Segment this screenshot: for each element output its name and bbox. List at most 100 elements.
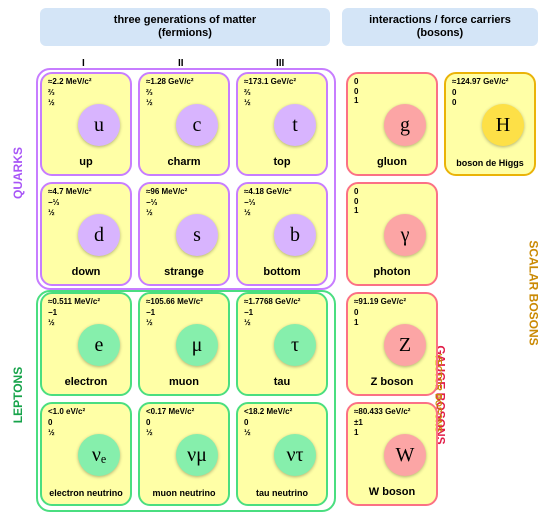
cell-photon: 0 0 1 γ photon xyxy=(346,182,438,286)
symbol: e xyxy=(95,334,104,357)
header-bosons-l1: interactions / force carriers xyxy=(342,14,538,27)
particle-name: strange xyxy=(140,266,228,278)
mass: ≈4.18 GeV/c² xyxy=(244,187,292,196)
particle-name: tau neutrino xyxy=(238,488,326,498)
symbol-circle: νμ xyxy=(176,434,218,476)
cell-strange: ≈96 MeV/c² −⅓ ½ s strange xyxy=(138,182,230,286)
mass: ≈105.66 MeV/c² xyxy=(146,297,203,306)
symbol-circle: ντ xyxy=(274,434,316,476)
spin: ½ xyxy=(244,428,251,437)
symbol: g xyxy=(400,114,410,137)
particle-name: Z boson xyxy=(348,376,436,388)
symbol-circle: e xyxy=(78,324,120,366)
cell-top: ≈173.1 GeV/c² ⅔ ½ t top xyxy=(236,72,328,176)
particle-name: photon xyxy=(348,266,436,278)
spin: ½ xyxy=(48,208,55,217)
particle-name: muon neutrino xyxy=(140,488,228,498)
particle-name: charm xyxy=(140,156,228,168)
nums: 0 0 1 xyxy=(354,187,358,216)
header-bosons-l2: (bosons) xyxy=(342,27,538,40)
charge: 0 xyxy=(48,418,52,427)
cell-electron: ≈0.511 MeV/c² −1 ½ e electron xyxy=(40,292,132,396)
mass: ≈96 MeV/c² xyxy=(146,187,187,196)
cell-tau: ≈1.7768 GeV/c² −1 ½ τ tau xyxy=(236,292,328,396)
particle-name: up xyxy=(42,156,130,168)
label-quarks: QUARKS xyxy=(11,147,25,199)
mass: ≈91.19 GeV/c² xyxy=(354,297,406,306)
symbol: u xyxy=(94,114,104,137)
spin: ½ xyxy=(146,428,153,437)
cell-higgs: ≈124.97 GeV/c² 0 0 H boson de Higgs xyxy=(444,72,536,176)
symbol: t xyxy=(292,114,298,137)
cell-muon: ≈105.66 MeV/c² −1 ½ μ muon xyxy=(138,292,230,396)
cell-w: ≈80.433 GeV/c² ±1 1 W W boson xyxy=(346,402,438,506)
header-bosons: interactions / force carriers (bosons) xyxy=(342,8,538,46)
cell-down: ≈4.7 MeV/c² −⅓ ½ d down xyxy=(40,182,132,286)
symbol: Z xyxy=(399,334,411,357)
particle-name: electron neutrino xyxy=(42,488,130,498)
particle-grid: ≈2.2 MeV/c² ⅔ ½ u up ≈1.28 GeV/c² ⅔ ½ c … xyxy=(40,72,538,512)
charge: −1 xyxy=(48,308,57,317)
particle-name: gluon xyxy=(348,156,436,168)
nums: 0 1 xyxy=(354,308,358,327)
symbol-circle: b xyxy=(274,214,316,256)
symbol-circle: νₑ xyxy=(78,434,120,476)
spin: ½ xyxy=(146,98,153,107)
charge: 0 xyxy=(244,418,248,427)
cell-vmu: <0.17 MeV/c² 0 ½ νμ muon neutrino xyxy=(138,402,230,506)
particle-name: bottom xyxy=(238,266,326,278)
charge: ⅔ xyxy=(146,88,153,97)
particle-name: W boson xyxy=(348,486,436,498)
symbol-circle: τ xyxy=(274,324,316,366)
symbol-circle: s xyxy=(176,214,218,256)
header-fermions: three generations of matter (fermions) xyxy=(40,8,330,46)
charge: 0 xyxy=(146,418,150,427)
charge: ⅔ xyxy=(244,88,251,97)
particle-name: electron xyxy=(42,376,130,388)
charge: −1 xyxy=(146,308,155,317)
mass: ≈2.2 MeV/c² xyxy=(48,77,92,86)
symbol: μ xyxy=(192,334,203,357)
symbol: c xyxy=(193,114,202,137)
charge: ⅔ xyxy=(48,88,55,97)
mass: ≈0.511 MeV/c² xyxy=(48,297,100,306)
symbol-circle: c xyxy=(176,104,218,146)
cell-vtau: <18.2 MeV/c² 0 ½ ντ tau neutrino xyxy=(236,402,328,506)
charge: −⅓ xyxy=(48,198,59,207)
symbol-circle: Z xyxy=(384,324,426,366)
mass: ≈4.7 MeV/c² xyxy=(48,187,92,196)
gen-2: II xyxy=(178,58,184,69)
mass: ≈1.28 GeV/c² xyxy=(146,77,194,86)
symbol-circle: γ xyxy=(384,214,426,256)
symbol: s xyxy=(193,224,201,247)
spin: ½ xyxy=(244,208,251,217)
symbol-circle: t xyxy=(274,104,316,146)
cell-bottom: ≈4.18 GeV/c² −⅓ ½ b bottom xyxy=(236,182,328,286)
symbol-circle: u xyxy=(78,104,120,146)
symbol: H xyxy=(496,114,510,137)
cell-ve: <1.0 eV/c² 0 ½ νₑ electron neutrino xyxy=(40,402,132,506)
spin: ½ xyxy=(48,428,55,437)
spin: ½ xyxy=(146,208,153,217)
symbol: b xyxy=(290,224,300,247)
spin: ½ xyxy=(244,318,251,327)
mass: ≈124.97 GeV/c² xyxy=(452,77,508,86)
spin: ½ xyxy=(48,318,55,327)
spin: ½ xyxy=(48,98,55,107)
particle-name: down xyxy=(42,266,130,278)
particle-name: boson de Higgs xyxy=(446,158,534,168)
cell-up: ≈2.2 MeV/c² ⅔ ½ u up xyxy=(40,72,132,176)
mass: ≈173.1 GeV/c² xyxy=(244,77,296,86)
symbol-circle: μ xyxy=(176,324,218,366)
nums: 0 0 xyxy=(452,88,456,107)
symbol: τ xyxy=(291,334,299,357)
charge: −1 xyxy=(244,308,253,317)
header-fermions-l2: (fermions) xyxy=(40,27,330,40)
gen-1: I xyxy=(82,58,85,69)
symbol: d xyxy=(94,224,104,247)
cell-z: ≈91.19 GeV/c² 0 1 Z Z boson xyxy=(346,292,438,396)
mass: <1.0 eV/c² xyxy=(48,407,85,416)
spin: ½ xyxy=(244,98,251,107)
spin: ½ xyxy=(146,318,153,327)
nums: 0 0 1 xyxy=(354,77,358,106)
